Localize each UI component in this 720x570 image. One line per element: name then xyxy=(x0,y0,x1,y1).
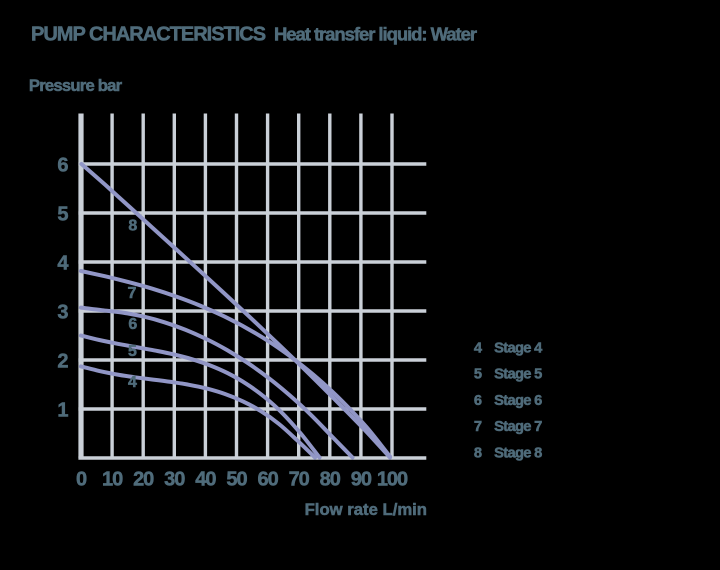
svg-text:Stage 7: Stage 7 xyxy=(494,419,542,435)
svg-text:2: 2 xyxy=(57,350,68,372)
svg-text:7: 7 xyxy=(128,285,137,302)
svg-text:Stage 8: Stage 8 xyxy=(494,446,542,462)
svg-text:60: 60 xyxy=(257,469,278,491)
svg-text:5: 5 xyxy=(474,367,482,383)
svg-text:80: 80 xyxy=(320,469,341,491)
svg-text:4: 4 xyxy=(474,340,483,356)
svg-text:Stage 4: Stage 4 xyxy=(494,340,543,356)
svg-text:70: 70 xyxy=(289,469,310,491)
svg-text:PUMP CHARACTERISTICS: PUMP CHARACTERISTICS xyxy=(31,24,266,46)
svg-text:6: 6 xyxy=(474,393,482,409)
svg-text:10: 10 xyxy=(102,469,123,491)
svg-text:4: 4 xyxy=(128,374,137,391)
svg-text:4: 4 xyxy=(57,252,69,274)
svg-text:100: 100 xyxy=(377,469,408,491)
svg-text:5: 5 xyxy=(57,203,68,225)
svg-text:6: 6 xyxy=(128,316,137,333)
svg-text:90: 90 xyxy=(351,469,372,491)
svg-text:Flow rate L/min: Flow rate L/min xyxy=(305,500,427,519)
svg-text:Stage 5: Stage 5 xyxy=(494,367,542,383)
svg-text:5: 5 xyxy=(128,343,137,360)
svg-text:8: 8 xyxy=(474,446,482,462)
svg-text:50: 50 xyxy=(226,469,247,491)
svg-text:Heat transfer liquid: Water: Heat transfer liquid: Water xyxy=(274,24,477,45)
svg-text:3: 3 xyxy=(57,301,68,323)
svg-text:6: 6 xyxy=(57,154,68,176)
svg-text:0: 0 xyxy=(76,469,87,491)
svg-text:1: 1 xyxy=(57,399,68,421)
svg-text:8: 8 xyxy=(128,218,137,235)
svg-text:Pressure bar: Pressure bar xyxy=(29,76,123,95)
svg-text:30: 30 xyxy=(164,469,185,491)
svg-text:7: 7 xyxy=(474,419,482,435)
svg-text:20: 20 xyxy=(133,469,154,491)
svg-text:40: 40 xyxy=(195,469,216,491)
svg-text:Stage 6: Stage 6 xyxy=(494,393,542,409)
